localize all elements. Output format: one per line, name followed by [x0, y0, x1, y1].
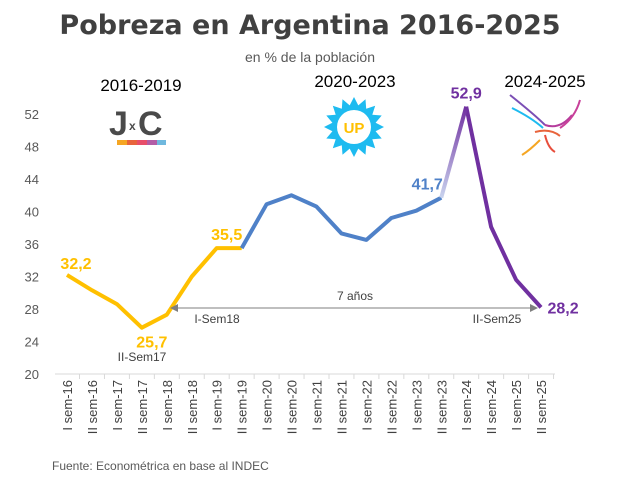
- x-tick-label: I sem-21: [310, 380, 325, 431]
- svg-text:J: J: [109, 105, 128, 143]
- eagle-logo: [509, 94, 581, 156]
- series-line-transition: [439, 106, 469, 199]
- data-label: 32,2: [60, 256, 91, 273]
- x-tick-label: II sem-19: [235, 380, 250, 434]
- y-tick-label: 32: [25, 270, 39, 285]
- source-note: Fuente: Econométrica en base al INDEC: [52, 459, 269, 473]
- seven-year-arrow: [170, 304, 538, 312]
- x-tick-label: II sem-25: [534, 380, 549, 434]
- period-label-2020-2023: 2020-2023: [314, 72, 395, 91]
- x-tick-label: II sem-23: [434, 380, 449, 434]
- y-tick-label: 24: [25, 335, 39, 350]
- period-label-2024-2025: 2024-2025: [504, 72, 585, 91]
- x-tick-label: II sem-22: [384, 380, 399, 434]
- x-tick-label: II sem-16: [85, 380, 100, 434]
- up-logo: UP: [324, 97, 384, 157]
- x-tick-label: II sem-17: [135, 380, 150, 434]
- chart-subtitle: en % de la población: [245, 49, 375, 65]
- x-tick-label: I sem-20: [260, 380, 275, 431]
- x-tick-label: II sem-20: [285, 380, 300, 434]
- arrow-end-label: II-Sem25: [473, 312, 522, 326]
- series-lines: [65, 106, 543, 330]
- x-axis: I sem-16 II sem-16 I sem-17 II sem-17 I sem-…: [60, 374, 555, 434]
- series-line-2016-2019: [65, 246, 242, 330]
- arrow-start-label: I-Sem18: [194, 312, 240, 326]
- low-point-label: II-Sem17: [118, 350, 167, 364]
- svg-text:UP: UP: [344, 120, 365, 137]
- x-tick-label: I sem-17: [110, 380, 125, 431]
- jxc-logo: J x C: [109, 105, 166, 145]
- x-tick-label: II sem-18: [185, 380, 200, 434]
- data-labels: 32,2 25,7 35,5 41,7 52,9 28,2: [60, 86, 578, 352]
- x-tick-label: I sem-24: [459, 380, 474, 431]
- svg-text:C: C: [138, 105, 163, 143]
- data-label: 28,2: [547, 300, 578, 317]
- arrow-label: 7 años: [337, 289, 373, 303]
- y-tick-label: 48: [25, 140, 39, 155]
- x-tick-label: II sem-21: [334, 380, 349, 434]
- y-tick-label: 52: [25, 107, 39, 122]
- series-line-2020-2023: [239, 193, 443, 250]
- series-line-2024-2025: [464, 106, 543, 309]
- period-label-2016-2019: 2016-2019: [100, 76, 181, 95]
- x-tick-label: I sem-16: [60, 380, 75, 431]
- x-tick-label: II sem-24: [484, 380, 499, 434]
- chart-title: Pobreza en Argentina 2016-2025: [59, 10, 560, 41]
- y-tick-label: 44: [25, 172, 39, 187]
- svg-text:x: x: [129, 119, 136, 133]
- y-tick-label: 28: [25, 302, 39, 317]
- x-tick-label: I sem-25: [509, 380, 524, 431]
- y-tick-label: 20: [25, 367, 39, 382]
- data-label: 41,7: [412, 177, 443, 194]
- x-tick-label: I sem-23: [409, 380, 424, 431]
- data-label: 35,5: [211, 227, 242, 244]
- x-tick-label: I sem-18: [160, 380, 175, 431]
- x-tick-label: I sem-22: [359, 380, 374, 431]
- data-label: 25,7: [136, 335, 167, 352]
- y-tick-label: 40: [25, 205, 39, 220]
- y-tick-label: 36: [25, 237, 39, 252]
- x-tick-label: I sem-19: [210, 380, 225, 431]
- data-label: 52,9: [451, 86, 482, 103]
- y-axis: 20 24 28 32 36 40 44 48 52: [25, 107, 39, 382]
